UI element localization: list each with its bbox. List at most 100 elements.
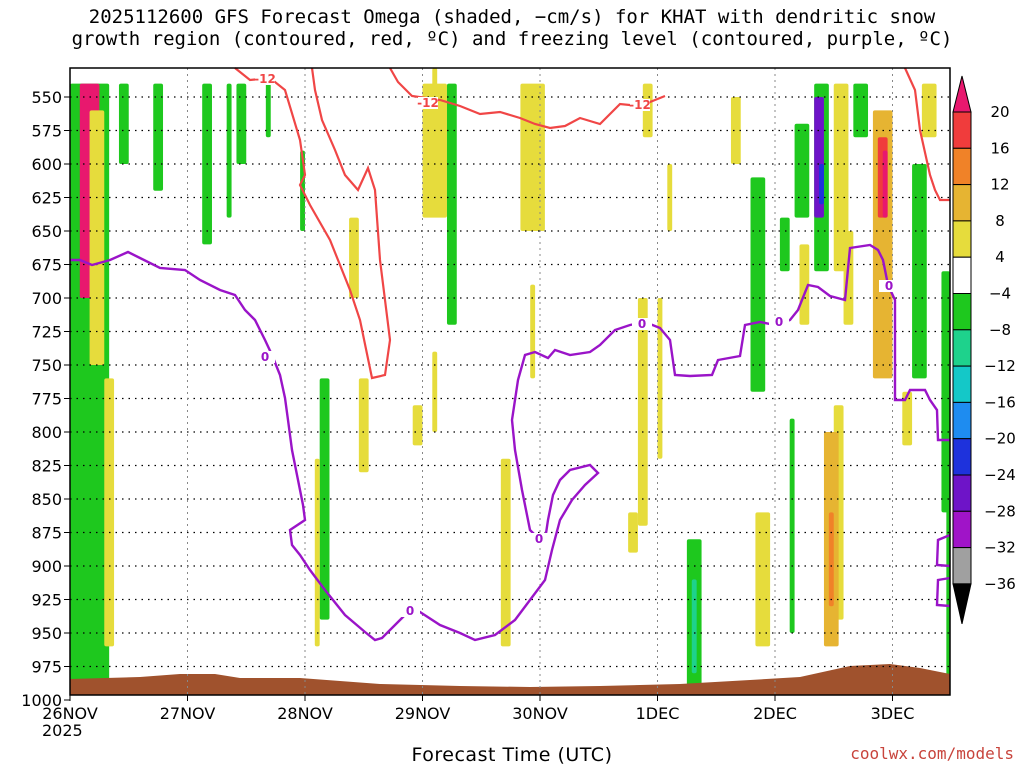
colorbar-tick-label: 4 bbox=[995, 248, 1005, 266]
omega-shade-cell bbox=[828, 512, 834, 607]
omega-shade-cell bbox=[691, 579, 697, 674]
y-tick-label: 575 bbox=[31, 122, 62, 141]
grid-layer bbox=[70, 68, 950, 695]
omega-shade-cell bbox=[628, 512, 638, 553]
omega-shade-cell bbox=[794, 123, 810, 218]
omega-shade-cell bbox=[853, 83, 869, 138]
contour-label-background bbox=[630, 99, 650, 111]
omega-shade-cell bbox=[265, 83, 271, 138]
y-tick-label: 900 bbox=[31, 557, 62, 576]
colorbar-tick-label: −28 bbox=[984, 502, 1016, 520]
dgz-contour-label: -12 bbox=[629, 98, 651, 112]
x-tick-label: 30NOV bbox=[512, 704, 568, 723]
colorbar-tick-label: 12 bbox=[990, 176, 1009, 194]
colorbar-segment bbox=[952, 329, 972, 367]
y-tick-label: 750 bbox=[31, 356, 62, 375]
colorbar-tick-label: −8 bbox=[989, 321, 1011, 339]
omega-shade-cell bbox=[637, 298, 648, 526]
freezing-level-contour-label: 0 bbox=[261, 350, 269, 364]
colorbar-tick-label: 16 bbox=[990, 139, 1009, 157]
contour-label-background bbox=[529, 533, 549, 545]
omega-shade-cell bbox=[104, 378, 115, 647]
omega-shade-cell bbox=[750, 177, 766, 392]
colorbar-segment bbox=[952, 220, 972, 258]
y-tick-label: 800 bbox=[31, 423, 62, 442]
x-tick-label: 3DEC bbox=[871, 704, 915, 723]
y-tick-label: 850 bbox=[31, 490, 62, 509]
colorbar-tick-label: −24 bbox=[984, 466, 1016, 484]
dgz-contour-line bbox=[234, 67, 392, 380]
y-tick-label: 775 bbox=[31, 390, 62, 409]
colorbar-segment bbox=[952, 147, 972, 186]
freezing-level-contour-line bbox=[510, 243, 950, 539]
omega-shade-cell bbox=[946, 298, 950, 687]
contour-label-background bbox=[255, 351, 275, 363]
omega-shade-cell bbox=[432, 68, 438, 191]
y-tick-label: 650 bbox=[31, 222, 62, 241]
colorbar-segment bbox=[952, 474, 972, 512]
colorbar-bottom-arrow bbox=[952, 583, 972, 625]
colorbar: 20 16 12 8 4 −4 −8 −12 −16 −20 −24 −28 −32 −36 bbox=[952, 75, 1016, 625]
omega-shade-cell bbox=[882, 150, 888, 218]
colorbar-tick-label: −16 bbox=[984, 393, 1016, 411]
omega-shade-cell bbox=[153, 83, 164, 191]
omega-shade-cell bbox=[843, 231, 854, 325]
x-tick-label: 2DEC bbox=[753, 704, 797, 723]
y-tick-label: 675 bbox=[31, 256, 62, 275]
y-tick-label: 1000 bbox=[21, 691, 62, 710]
y-tick-label: 925 bbox=[31, 591, 62, 610]
omega-shade-cell bbox=[236, 83, 247, 164]
omega-shade-cell bbox=[226, 83, 232, 218]
x-tick-label: 29NOV bbox=[395, 704, 451, 723]
colorbar-top-arrow bbox=[952, 75, 972, 113]
omega-shade-cell bbox=[446, 83, 457, 325]
freezing-level-contour-label: 0 bbox=[885, 279, 893, 293]
x-axis-title: Forecast Time (UTC) bbox=[411, 744, 613, 766]
x-tick-label: 26NOV bbox=[42, 704, 98, 723]
freezing-level-contour-line bbox=[70, 250, 600, 642]
dgz-contour-label: -12 bbox=[417, 96, 439, 110]
contour-label-background bbox=[400, 605, 420, 617]
surface-terrain bbox=[70, 664, 950, 695]
chart-title: 2025112600 GFS Forecast Omega (shaded, −… bbox=[0, 6, 1024, 50]
y-tick-label: 625 bbox=[31, 189, 62, 208]
omega-shade-cell bbox=[799, 244, 810, 325]
surface-terrain-layer bbox=[70, 664, 950, 695]
omega-shade-cell bbox=[921, 83, 937, 138]
colorbar-tick-label: −12 bbox=[984, 357, 1016, 375]
y-tick-label: 975 bbox=[31, 658, 62, 677]
colorbar-tick-label: 8 bbox=[995, 212, 1005, 230]
omega-shade-cell bbox=[789, 418, 795, 633]
omega-shade-cell bbox=[755, 512, 771, 647]
omega-shading-layer bbox=[70, 68, 950, 695]
freezing-level-contour-label: 0 bbox=[775, 315, 783, 329]
x-tick-label: 27NOV bbox=[160, 704, 216, 723]
contour-label-background bbox=[255, 73, 275, 85]
credit-label: coolwx.com/models bbox=[850, 744, 1014, 763]
omega-shade-cell bbox=[314, 458, 320, 647]
y-tick-label: 700 bbox=[31, 289, 62, 308]
contour-label-background bbox=[632, 318, 652, 330]
y-tick-label: 550 bbox=[31, 88, 62, 107]
colorbar-segment bbox=[952, 365, 972, 403]
x-tick-label: 28NOV bbox=[277, 704, 333, 723]
y-tick-label: 725 bbox=[31, 323, 62, 342]
plot-frame bbox=[69, 67, 951, 696]
freezing-level-contour-line bbox=[935, 576, 951, 608]
y-tick-label: 600 bbox=[31, 155, 62, 174]
y-tick-label: 950 bbox=[31, 624, 62, 643]
contour-label-background bbox=[418, 97, 438, 109]
freezing-level-contour-label: 0 bbox=[535, 532, 543, 546]
omega-shade-cell bbox=[500, 458, 511, 647]
x-axis-start-year: 2025 bbox=[42, 721, 83, 740]
omega-shade-cell bbox=[667, 164, 673, 231]
colorbar-segment bbox=[952, 256, 972, 295]
chart-title-line-1: 2025112600 GFS Forecast Omega (shaded, −… bbox=[88, 6, 936, 28]
omega-shade-cell bbox=[819, 164, 824, 205]
omega-shade-cell bbox=[118, 83, 129, 164]
chart-title-line-2: growth region (contoured, red, ºC) and f… bbox=[71, 28, 953, 50]
dgz-contour-label: -12 bbox=[254, 72, 276, 86]
omega-shade-cell bbox=[912, 164, 927, 379]
colorbar-segment bbox=[952, 401, 972, 440]
contour-label-background bbox=[879, 280, 899, 292]
